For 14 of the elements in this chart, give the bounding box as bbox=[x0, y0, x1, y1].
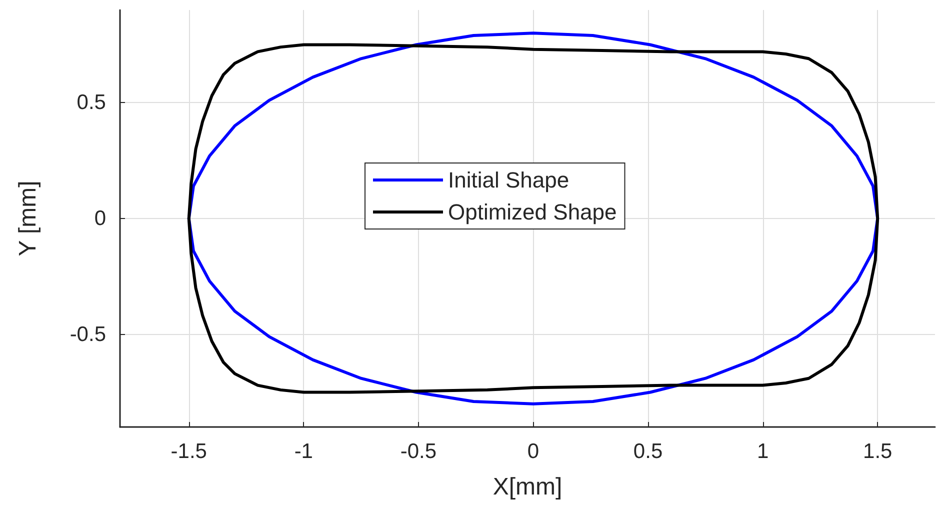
x-tick-label: -0.5 bbox=[400, 440, 437, 463]
y-tick-label: -0.5 bbox=[70, 322, 106, 346]
x-tick-label: 1.5 bbox=[863, 440, 892, 463]
legend-label: Optimized Shape bbox=[448, 200, 617, 224]
x-tick-label: 1 bbox=[756, 440, 769, 463]
x-tick-label: -1 bbox=[294, 440, 314, 463]
x-tick-label: 0.5 bbox=[633, 440, 663, 463]
y-tick-label: 0 bbox=[94, 207, 106, 230]
x-axis-title: X[mm] bbox=[492, 474, 562, 500]
x-tick-label: -1.5 bbox=[170, 440, 207, 463]
x-tick-label: 0 bbox=[527, 440, 540, 463]
y-axis-title: Y [mm] bbox=[14, 180, 42, 256]
legend-label: Initial Shape bbox=[448, 168, 570, 192]
y-tick-label: 0.5 bbox=[76, 91, 106, 114]
